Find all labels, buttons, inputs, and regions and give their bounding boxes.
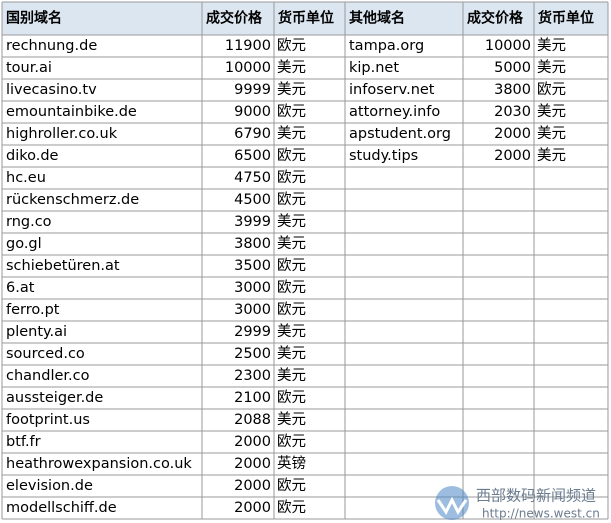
domain-cell: sourced.co [6, 346, 85, 362]
currency-cell: 美元 [277, 81, 306, 98]
domain-cell: kip.net [349, 60, 399, 76]
currency-cell: 欧元 [277, 279, 306, 296]
domain-cell: elevision.de [6, 478, 93, 494]
price-cell: 2088 [234, 412, 271, 428]
currency-cell: 欧元 [277, 257, 306, 274]
currency-cell: 美元 [537, 103, 566, 120]
price-cell: 3500 [234, 258, 271, 274]
header-background [2, 2, 608, 35]
currency-cell: 美元 [277, 59, 306, 76]
header-cell: 货币单位 [277, 10, 334, 27]
price-cell: 2300 [234, 368, 271, 384]
domain-cell: attorney.info [349, 104, 440, 120]
currency-cell: 欧元 [277, 169, 306, 186]
header-cell: 国别域名 [6, 10, 62, 27]
price-cell: 2000 [494, 148, 531, 164]
watermark-title: 西部数码新闻频道 [476, 487, 596, 505]
price-cell: 6500 [234, 148, 271, 164]
price-cell: 11900 [225, 38, 271, 54]
domain-cell: btf.fr [6, 434, 41, 450]
price-cell: 2000 [234, 500, 271, 516]
currency-cell: 欧元 [277, 499, 306, 516]
header-cell: 其他域名 [349, 10, 405, 27]
price-cell: 2100 [234, 390, 271, 406]
currency-cell: 欧元 [277, 477, 306, 494]
header-cell: 货币单位 [537, 10, 594, 27]
price-cell: 3000 [234, 280, 271, 296]
price-cell: 4750 [234, 170, 271, 186]
currency-cell: 美元 [537, 37, 566, 54]
currency-cell: 美元 [537, 147, 566, 164]
watermark-url: http://news.west.cn [482, 507, 600, 521]
currency-cell: 美元 [277, 323, 306, 340]
domain-cell: diko.de [6, 148, 59, 164]
currency-cell: 美元 [537, 59, 566, 76]
watermark: 西部数码新闻频道 http://news.west.cn [435, 486, 600, 521]
domain-cell: tour.ai [6, 60, 52, 76]
currency-cell: 欧元 [277, 103, 306, 120]
domain-cell: rechnung.de [6, 38, 97, 54]
currency-cell: 欧元 [277, 37, 306, 54]
currency-cell: 美元 [537, 125, 566, 142]
price-cell: 2000 [494, 126, 531, 142]
currency-cell: 欧元 [277, 191, 306, 208]
domain-cell: go.gl [6, 236, 42, 252]
price-cell: 5000 [494, 60, 531, 76]
header-cell: 成交价格 [467, 10, 524, 27]
domain-cell: heathrowexpansion.co.uk [6, 456, 192, 472]
currency-cell: 美元 [277, 235, 306, 252]
domain-cell: livecasino.tv [6, 82, 97, 98]
price-cell: 9000 [234, 104, 271, 120]
domain-cell: aussteiger.de [6, 390, 103, 406]
price-cell: 3800 [234, 236, 271, 252]
price-cell: 3999 [234, 214, 271, 230]
currency-cell: 欧元 [277, 389, 306, 406]
domain-cell: schiebetüren.at [6, 258, 120, 274]
currency-cell: 欧元 [277, 301, 306, 318]
domain-cell: infoserv.net [349, 82, 435, 98]
price-cell: 10000 [225, 60, 271, 76]
domain-cell: highroller.co.uk [6, 126, 118, 142]
domain-cell: emountainbike.de [6, 104, 137, 120]
currency-cell: 英镑 [277, 454, 306, 472]
domain-cell: study.tips [349, 148, 418, 164]
price-cell: 2500 [234, 346, 271, 362]
domain-cell: footprint.us [6, 412, 90, 428]
price-cell: 6790 [234, 126, 271, 142]
domain-cell: tampa.org [349, 38, 424, 54]
currency-cell: 美元 [277, 125, 306, 142]
price-cell: 2999 [234, 324, 271, 340]
domain-cell: 6.at [6, 280, 35, 296]
price-cell: 2000 [234, 434, 271, 450]
currency-cell: 欧元 [537, 81, 566, 98]
domain-cell: chandler.co [6, 368, 90, 384]
currency-cell: 欧元 [277, 147, 306, 164]
price-cell: 2000 [234, 456, 271, 472]
currency-cell: 美元 [277, 411, 306, 428]
domain-cell: apstudent.org [349, 126, 451, 142]
domain-cell: hc.eu [6, 170, 46, 186]
domain-cell: plenty.ai [6, 324, 67, 340]
price-cell: 4500 [234, 192, 271, 208]
price-cell: 2030 [494, 104, 531, 120]
watermark-logo-mark [436, 496, 468, 515]
price-cell: 3800 [494, 82, 531, 98]
price-cell: 10000 [485, 38, 531, 54]
currency-cell: 欧元 [277, 433, 306, 450]
domain-cell: ferro.pt [6, 302, 60, 318]
currency-cell: 美元 [277, 213, 306, 230]
price-cell: 3000 [234, 302, 271, 318]
domain-cell: rückenschmerz.de [6, 192, 139, 208]
price-cell: 9999 [234, 82, 271, 98]
header-cell: 成交价格 [206, 10, 263, 27]
currency-cell: 美元 [277, 367, 306, 384]
currency-cell: 美元 [277, 345, 306, 362]
domain-cell: modellschiff.de [6, 500, 117, 516]
price-cell: 2000 [234, 478, 271, 494]
domain-cell: rng.co [6, 214, 52, 230]
